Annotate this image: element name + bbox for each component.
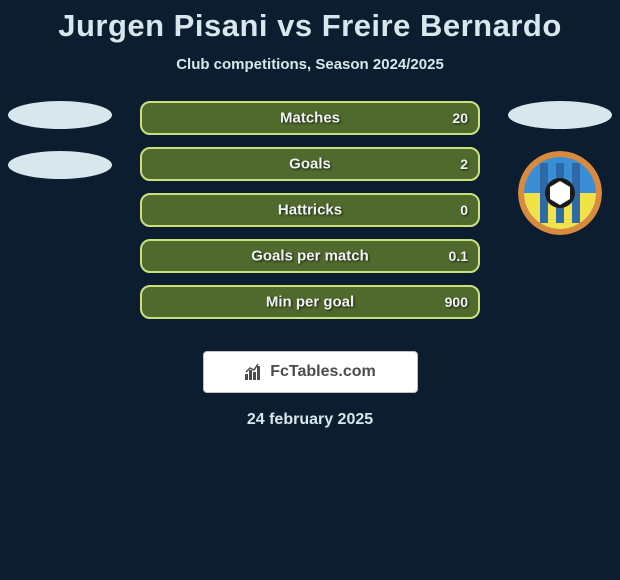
chart-icon xyxy=(244,362,264,382)
left-oval-1 xyxy=(8,101,112,129)
stat-label-mpg: Min per goal xyxy=(266,294,354,311)
left-player-col xyxy=(0,101,120,201)
stat-right-hattricks: 0 xyxy=(460,202,468,218)
club-badge-svg xyxy=(518,151,602,235)
stat-label-matches: Matches xyxy=(280,110,340,127)
stat-label-goals: Goals xyxy=(289,156,331,173)
brand-badge[interactable]: FcTables.com xyxy=(203,351,418,393)
stat-label-gpm: Goals per match xyxy=(251,248,369,265)
stat-bar-mpg: Min per goal 900 xyxy=(140,285,480,319)
brand-text: FcTables.com xyxy=(270,363,376,381)
stat-right-goals: 2 xyxy=(460,156,468,172)
stat-bar-goals: Goals 2 xyxy=(140,147,480,181)
date-text: 24 february 2025 xyxy=(0,411,620,429)
stat-right-mpg: 900 xyxy=(445,294,468,310)
left-oval-2 xyxy=(8,151,112,179)
stat-bar-matches: Matches 20 xyxy=(140,101,480,135)
right-oval-1 xyxy=(508,101,612,129)
stats-area: Matches 20 Goals 2 Hattricks 0 Goals per… xyxy=(0,101,620,331)
stat-bar-gpm: Goals per match 0.1 xyxy=(140,239,480,273)
stat-bars: Matches 20 Goals 2 Hattricks 0 Goals per… xyxy=(140,101,480,331)
subtitle: Club competitions, Season 2024/2025 xyxy=(0,56,620,73)
stat-right-gpm: 0.1 xyxy=(449,248,468,264)
page-title: Jurgen Pisani vs Freire Bernardo xyxy=(0,0,620,44)
stat-label-hattricks: Hattricks xyxy=(278,202,342,219)
stat-bar-hattricks: Hattricks 0 xyxy=(140,193,480,227)
stat-right-matches: 20 xyxy=(452,110,468,126)
right-player-col xyxy=(500,101,620,235)
club-badge xyxy=(518,151,602,235)
